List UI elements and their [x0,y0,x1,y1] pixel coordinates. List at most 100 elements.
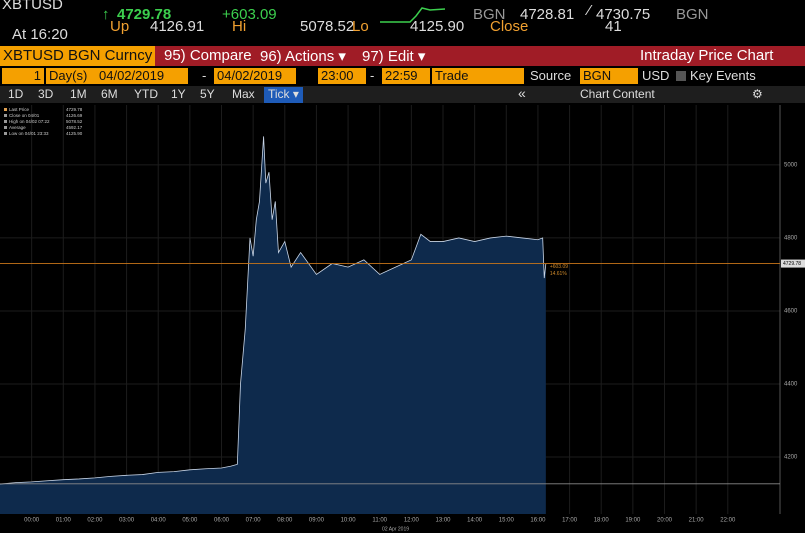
end-date[interactable]: 04/02/2019 [214,68,296,84]
y-tick-label: 5000 [784,162,798,168]
settings[interactable]: ⚙ [752,87,763,101]
currency[interactable]: USD [642,68,670,83]
legend-swatch [4,132,7,135]
x-tick-label: 08:00 [277,518,293,524]
source: BGN [676,6,709,23]
y-tick-label: 4600 [784,309,798,315]
start-time[interactable]: 23:00 [318,68,366,84]
legend-value: 4126.69 [66,113,83,118]
source[interactable]: BGN [580,68,638,84]
legend-label: Average [9,125,26,130]
x-axis-label: 02 Apr 2019 [382,526,409,532]
security[interactable]: XBTUSD BGN Curncy [0,46,156,66]
x-tick-label: 21:00 [689,518,705,524]
change: +603.09 [222,6,277,23]
x-tick-label: 09:00 [309,518,325,524]
x-tick-label: 02:00 [87,518,103,524]
x-tick-label: 18:00 [594,518,610,524]
y-tick-label: 4800 [784,236,798,242]
legend-swatch [4,126,7,129]
legend-value: 4592.17 [66,125,83,130]
chart: 00:00 01:00 02:00 03:00 04:00 05:00 06:00 07:00… [0,105,805,532]
range-button[interactable]: 3D [38,87,54,101]
chart-content[interactable]: Chart Content [580,87,655,101]
dash: - [370,68,375,83]
legend-label: High on 04/02 07:22 [9,119,50,124]
y-tick-label: 4400 [784,382,798,388]
days-unit[interactable]: Day(s) [46,68,96,84]
range-button[interactable]: 1M [70,87,87,101]
arrow: ↑ [102,6,110,23]
range-button[interactable]: 1D [8,87,24,101]
end-time[interactable]: 22:59 [382,68,430,84]
collapse[interactable]: « [518,85,526,101]
edit[interactable]: 97) Edit ▾ [362,48,426,65]
open: 4126.91 [150,18,205,35]
menu-bar: XBTUSD BGN Curncy 95) Compare 96) Action… [0,46,805,66]
legend-value: 5078.52 [66,119,83,124]
x-tick-label: 00:00 [24,518,40,524]
days[interactable]: 1 [2,68,44,84]
range-bar: 1D 3D 1M 6M YTD 1Y 5Y Max Tick ▾ « Chart Conten… [0,85,805,103]
compare[interactable]: 95) Compare [164,47,252,64]
legend-swatch [4,114,7,117]
checkbox[interactable] [676,71,686,81]
actions[interactable]: 96) Actions ▾ [260,48,346,65]
menu-title: Intraday Price Chart [640,47,774,64]
x-tick-label: 13:00 [435,518,451,524]
x-tick-label: 04:00 [151,518,167,524]
field[interactable]: Trade [432,68,524,84]
hi: 5078.52 [300,18,355,35]
lo: 4125.90 [410,18,465,35]
tick-button[interactable]: Tick ▾ [264,87,303,103]
x-tick-label: 15:00 [499,518,515,524]
dash: - [202,68,207,83]
bid: 4728.81 [520,6,575,23]
change-label: 14.61% [550,271,568,277]
legend-label: Last Price [9,107,30,112]
ticker: XBTUSD [2,0,63,13]
x-tick-label: 11:00 [372,518,387,524]
price-tag: 4729.78 [783,261,801,267]
x-tick-label: 01:00 [56,518,72,524]
range-button[interactable]: 5Y [200,87,215,101]
y-tick-label: 4200 [784,455,798,461]
sparkline [380,7,445,23]
price-tag-box [781,259,805,268]
range-button[interactable]: 1Y [171,87,186,101]
change-label: +603.09 [550,264,568,270]
ask: 4730.75 [596,6,651,23]
x-tick-label: 20:00 [657,518,673,524]
x-tick-label: 22:00 [720,518,736,524]
x-tick-label: 14:00 [467,518,483,524]
x-tick-label: 10:00 [341,518,357,524]
x-tick-label: 16:00 [530,518,546,524]
source: BGN [473,6,506,23]
lo-label: Lo [352,18,369,35]
separator: ⁄ [588,2,591,19]
x-tick-label: 12:00 [404,518,420,524]
legend-swatch [4,120,7,123]
last: 4729.78 [117,6,172,23]
range-button[interactable]: 6M [101,87,118,101]
range-button[interactable]: YTD [134,87,158,101]
legend-swatch [4,108,7,111]
x-tick-label: 17:00 [562,518,578,524]
key-events[interactable]: Key Events [690,68,756,83]
x-tick-label: 05:00 [182,518,198,524]
legend-label: Low on 04/01 23:33 [9,131,49,136]
price-line [0,136,547,485]
volume: 41 [605,18,622,35]
close-label: Close [490,18,529,35]
area [0,136,546,514]
range-button[interactable]: Max [232,87,255,101]
x-tick-label: 06:00 [214,518,230,524]
legend-value: 4125.90 [66,131,83,136]
x-tick-label: 03:00 [119,518,135,524]
hi-label: Hi [232,18,247,35]
x-tick-label: 07:00 [246,518,262,524]
legend-value: 4729.78 [66,107,83,112]
start-date[interactable]: 04/02/2019 [96,68,188,84]
legend-label: Close on 04/01 [9,113,40,118]
